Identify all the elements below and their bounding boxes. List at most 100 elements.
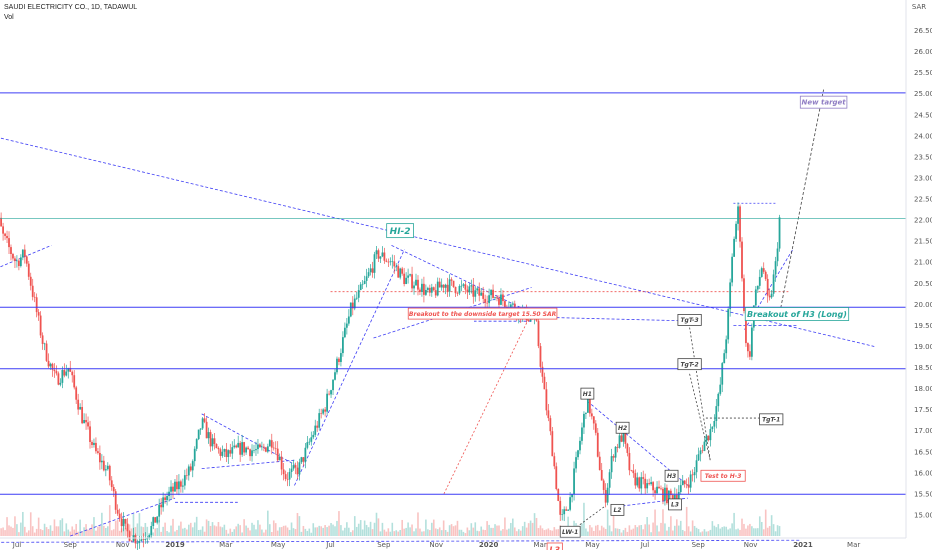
volume-bar xyxy=(533,513,536,536)
volume-bar xyxy=(757,528,759,536)
volume-bar xyxy=(201,526,204,536)
x-tick-label: Nov xyxy=(429,541,443,549)
candle-body xyxy=(134,535,137,544)
candle-body xyxy=(407,275,410,278)
candle-body xyxy=(274,448,277,449)
volume-bar xyxy=(529,520,532,536)
annotation-label: HI-2 xyxy=(390,227,411,237)
candle-body xyxy=(280,456,283,470)
volume-bar xyxy=(425,519,427,536)
candle-body xyxy=(709,429,712,441)
candle-body xyxy=(83,420,85,424)
y-tick-label: 18.50 xyxy=(914,364,932,372)
trendline xyxy=(391,245,532,314)
candle-body xyxy=(583,413,585,428)
volume-bar xyxy=(0,528,2,536)
candle-body xyxy=(622,432,625,442)
candle-body xyxy=(669,490,672,496)
volume-bar xyxy=(689,531,692,536)
candle-body xyxy=(478,288,481,296)
volume-bar xyxy=(557,529,560,536)
y-axis-panel xyxy=(906,0,932,550)
candle-body xyxy=(405,277,408,285)
volume-bar xyxy=(699,532,702,536)
candles xyxy=(0,202,781,550)
y-tick-label: 21.00 xyxy=(914,259,932,267)
candle-body xyxy=(363,280,366,284)
volume-bar xyxy=(93,517,95,536)
trendline xyxy=(531,316,699,322)
annotation-label: Breakout of H3 (Long) xyxy=(747,310,847,319)
annotation-label: Breakout to the downside target 15.50 SA… xyxy=(409,311,557,318)
volume-bar xyxy=(585,528,587,536)
candle-body xyxy=(766,278,769,296)
annotation-box xyxy=(615,421,630,434)
candle-body xyxy=(209,432,212,447)
candle-body xyxy=(4,233,6,236)
volume-bar xyxy=(583,502,585,536)
candle-body xyxy=(53,369,56,372)
volume-bar xyxy=(73,529,76,536)
volume-bar xyxy=(233,529,236,536)
volume-bar xyxy=(409,527,411,536)
candle-body xyxy=(223,449,226,452)
candle-body xyxy=(284,474,287,479)
y-tick-label: 19.00 xyxy=(914,343,932,351)
volume-bar xyxy=(379,531,382,536)
candle-body xyxy=(164,497,166,501)
candle-body xyxy=(421,283,423,292)
annotation-label: L3 xyxy=(549,545,560,550)
volume-bar xyxy=(75,523,77,536)
volume-bar xyxy=(257,520,259,536)
volume-bar xyxy=(223,524,226,536)
volume-bar xyxy=(4,530,6,536)
x-tick-label: May xyxy=(271,541,285,549)
candle-body xyxy=(41,335,44,344)
candle-body xyxy=(118,513,121,519)
volume-bar xyxy=(24,526,26,536)
annotation-label: H3 xyxy=(667,473,676,480)
y-tick-label: 24.00 xyxy=(914,132,932,140)
candle-body xyxy=(322,409,325,414)
candle-body xyxy=(575,457,577,469)
candle-body xyxy=(116,509,119,514)
x-tick-label: Jul xyxy=(12,541,22,549)
volume-bar xyxy=(97,526,99,536)
volume-bar xyxy=(762,529,765,536)
volume-bar xyxy=(116,519,119,536)
candle-body xyxy=(17,260,20,267)
candle-body xyxy=(343,327,346,338)
volume-bar xyxy=(225,529,228,536)
volume-bar xyxy=(535,517,538,536)
volume-bar xyxy=(353,516,356,536)
candle-body xyxy=(569,497,572,510)
volume-bar xyxy=(166,531,168,536)
volume-bar xyxy=(267,510,269,536)
x-tick-label: Sep xyxy=(377,541,391,549)
volume-bar xyxy=(312,523,315,536)
candle-body xyxy=(49,363,52,367)
candle-body xyxy=(361,283,364,285)
y-tick-label: 22.50 xyxy=(914,196,932,204)
volume-bar xyxy=(719,528,722,536)
volume-bar xyxy=(672,530,674,536)
annotation-box xyxy=(407,307,558,320)
candle-body xyxy=(158,504,161,517)
candle-body xyxy=(735,223,737,239)
volume-bar xyxy=(263,532,265,536)
volume-bar xyxy=(140,526,143,536)
candle-body xyxy=(247,447,249,450)
candle-body xyxy=(225,449,228,458)
candle-body xyxy=(217,448,220,450)
y-tick-label: 17.00 xyxy=(914,427,932,435)
candle-body xyxy=(201,418,204,429)
volume-bar xyxy=(322,527,324,536)
volume-bar xyxy=(486,521,488,536)
volume-bar xyxy=(371,529,374,536)
candle-body xyxy=(470,285,473,287)
candle-body xyxy=(257,444,259,450)
candle-body xyxy=(12,253,14,259)
volume-bar xyxy=(41,530,44,536)
candle-body xyxy=(778,217,781,249)
